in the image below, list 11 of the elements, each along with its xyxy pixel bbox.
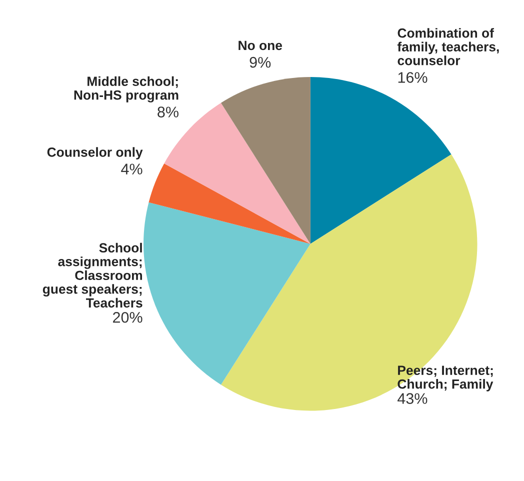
data-label: 9% — [250, 56, 271, 68]
slice-label: Combination of family, teachers, counselor — [397, 28, 499, 66]
slice-label: Counselor only — [47, 147, 143, 160]
data-label: 43% — [398, 393, 428, 404]
slice-label: Middle school; Non-HS program — [74, 76, 178, 102]
data-label: 8% — [158, 106, 178, 118]
data-label: 4% — [121, 164, 142, 174]
data-label: 20% — [113, 312, 142, 323]
slice-label: No one — [238, 40, 282, 50]
slice-label: School assignments; Classroom guest speakers; Teachers — [42, 242, 142, 308]
data-label: 16% — [398, 72, 428, 83]
